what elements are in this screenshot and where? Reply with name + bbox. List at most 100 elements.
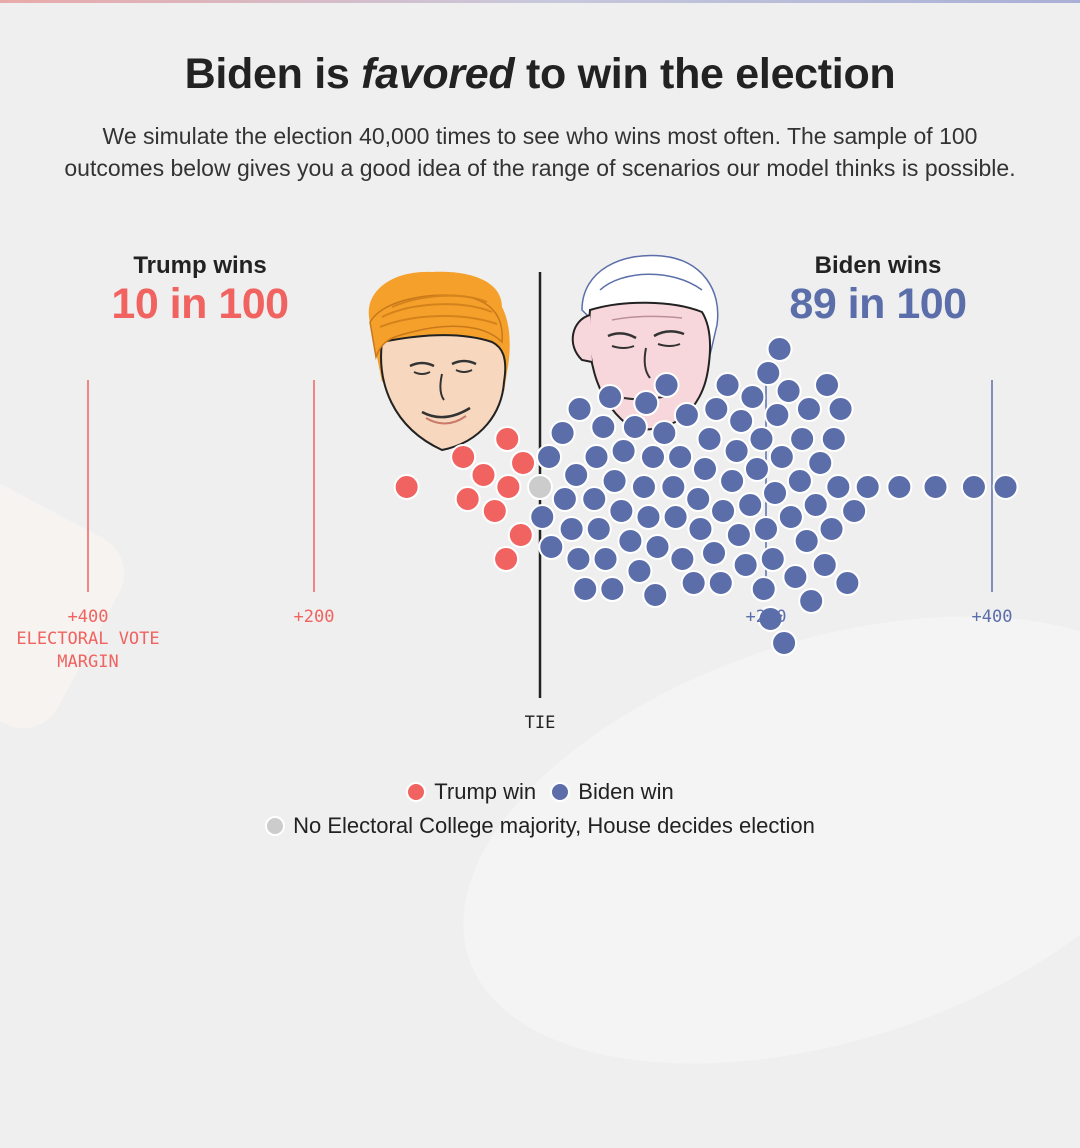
outcome-dot[interactable]	[753, 516, 779, 542]
outcome-dot[interactable]	[764, 402, 791, 428]
outcome-dot[interactable]	[621, 414, 648, 440]
outcome-dot[interactable]	[703, 396, 730, 422]
outcome-dot[interactable]	[814, 372, 841, 398]
outcome-dot[interactable]	[493, 546, 520, 572]
outcome-dot[interactable]	[687, 516, 714, 542]
outcome-dot[interactable]	[748, 426, 775, 452]
outcome-dot[interactable]	[633, 390, 660, 416]
outcome-dot[interactable]	[653, 372, 680, 398]
outcome-dot[interactable]	[719, 468, 746, 494]
outcome-dot[interactable]	[454, 486, 481, 512]
outcome-dot[interactable]	[723, 438, 750, 464]
outcome-dot[interactable]	[786, 468, 813, 494]
outcome-dot[interactable]	[854, 474, 881, 500]
outcome-dot[interactable]	[802, 492, 829, 518]
outcome-dot[interactable]	[673, 402, 700, 428]
outcome-dot[interactable]	[566, 396, 593, 422]
outcome-dot[interactable]	[581, 486, 608, 512]
outcome-dot[interactable]	[725, 522, 752, 548]
outcome-dot[interactable]	[549, 420, 576, 446]
outcome-dot[interactable]	[841, 498, 868, 524]
outcome-dot[interactable]	[494, 426, 521, 452]
outcome-dot[interactable]	[660, 474, 687, 500]
outcome-dot[interactable]	[563, 462, 590, 488]
outcome-dot[interactable]	[960, 474, 987, 500]
outcome-dot[interactable]	[601, 468, 628, 494]
outcome-dot[interactable]	[771, 630, 798, 656]
outcome-dot[interactable]	[640, 444, 666, 470]
outcome-dot[interactable]	[470, 462, 497, 488]
outcome-dot[interactable]	[538, 534, 565, 560]
outcome-dot[interactable]	[739, 384, 766, 410]
outcome-dot[interactable]	[495, 474, 522, 500]
outcome-dot[interactable]	[762, 480, 789, 506]
outcome-dot[interactable]	[558, 516, 585, 542]
outcome-dot[interactable]	[450, 444, 477, 470]
outcome-dot[interactable]	[507, 522, 534, 548]
outcome-dot[interactable]	[610, 438, 637, 464]
outcome-dot[interactable]	[757, 606, 784, 632]
tie-swatch	[265, 816, 286, 837]
outcome-dot[interactable]	[743, 456, 770, 482]
outcome-dot[interactable]	[766, 336, 793, 362]
outcome-dot[interactable]	[782, 564, 809, 590]
outcome-dot[interactable]	[685, 486, 712, 512]
outcome-dot[interactable]	[732, 552, 759, 578]
outcome-dot[interactable]	[393, 474, 420, 500]
outcome-dot[interactable]	[592, 546, 619, 572]
outcome-dot[interactable]	[707, 570, 734, 596]
outcome-dot[interactable]	[630, 474, 657, 500]
outcome-dot[interactable]	[825, 474, 852, 500]
outcome-dot[interactable]	[651, 420, 678, 446]
outcome-dot[interactable]	[585, 516, 612, 542]
outcome-dot[interactable]	[755, 360, 782, 386]
outcome-dot[interactable]	[590, 414, 617, 440]
outcome-dot[interactable]	[768, 444, 795, 470]
outcome-dot[interactable]	[644, 534, 671, 560]
outcome-dot[interactable]	[775, 378, 802, 404]
outcome-dot[interactable]	[798, 588, 825, 614]
outcome-dot[interactable]	[886, 474, 913, 500]
outcome-dot[interactable]	[551, 486, 578, 512]
outcome-dot[interactable]	[597, 384, 624, 410]
outcome-dot[interactable]	[529, 504, 556, 530]
outcome-dot[interactable]	[714, 372, 741, 398]
outcome-dot[interactable]	[691, 456, 718, 482]
outcome-dot[interactable]	[834, 570, 861, 596]
outcome-dot[interactable]	[662, 504, 689, 530]
outcome-dot[interactable]	[827, 396, 854, 422]
outcome-dot[interactable]	[811, 552, 838, 578]
outcome-dot[interactable]	[481, 498, 508, 524]
outcome-dot[interactable]	[583, 444, 610, 470]
outcome-dot[interactable]	[922, 474, 949, 500]
outcome-dot[interactable]	[818, 516, 845, 542]
outcome-dot[interactable]	[807, 450, 834, 476]
outcome-dot[interactable]	[642, 582, 669, 608]
outcome-dot[interactable]	[795, 396, 822, 422]
outcome-dot[interactable]	[565, 546, 592, 572]
outcome-dot[interactable]	[599, 576, 626, 602]
outcome-dot[interactable]	[701, 540, 728, 566]
outcome-dot[interactable]	[617, 528, 644, 554]
outcome-dot[interactable]	[820, 426, 847, 452]
outcome-dot[interactable]	[759, 546, 786, 572]
outcome-dot[interactable]	[669, 546, 696, 572]
outcome-dot[interactable]	[626, 558, 653, 584]
outcome-dot[interactable]	[510, 450, 537, 476]
outcome-dot[interactable]	[527, 474, 553, 500]
outcome-dot[interactable]	[608, 498, 635, 524]
outcome-dot[interactable]	[667, 444, 694, 470]
outcome-dot[interactable]	[728, 408, 755, 434]
outcome-dot[interactable]	[572, 576, 599, 602]
outcome-dot[interactable]	[635, 504, 662, 530]
outcome-dot[interactable]	[992, 474, 1019, 500]
outcome-dot[interactable]	[737, 492, 764, 518]
outcome-dot[interactable]	[793, 528, 820, 554]
outcome-dot[interactable]	[680, 570, 707, 596]
outcome-dot[interactable]	[777, 504, 804, 530]
outcome-dot[interactable]	[789, 426, 816, 452]
outcome-dot[interactable]	[750, 576, 777, 602]
outcome-dot[interactable]	[710, 498, 737, 524]
outcome-dot[interactable]	[536, 444, 563, 470]
outcome-dot[interactable]	[696, 426, 723, 452]
